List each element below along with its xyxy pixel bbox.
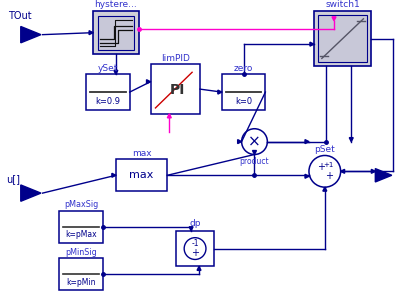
Text: pMaxSig: pMaxSig xyxy=(64,200,98,209)
Polygon shape xyxy=(197,266,201,270)
Text: +: + xyxy=(191,247,199,258)
Polygon shape xyxy=(349,138,353,142)
Polygon shape xyxy=(375,169,392,182)
Circle shape xyxy=(242,129,267,154)
Bar xyxy=(93,11,139,54)
Text: dp: dp xyxy=(189,219,201,228)
Text: pSet: pSet xyxy=(314,145,335,154)
Text: zero: zero xyxy=(234,64,253,73)
Polygon shape xyxy=(310,42,314,46)
Polygon shape xyxy=(305,140,309,144)
Polygon shape xyxy=(21,185,41,201)
Text: limPID: limPID xyxy=(161,54,190,63)
Polygon shape xyxy=(332,17,336,21)
Circle shape xyxy=(309,155,341,187)
Polygon shape xyxy=(147,80,151,84)
Text: hystere...: hystere... xyxy=(95,0,137,10)
Text: pMinSig: pMinSig xyxy=(65,248,97,257)
Text: +: + xyxy=(325,171,333,181)
Polygon shape xyxy=(21,26,41,43)
Text: -1: -1 xyxy=(191,239,199,248)
Polygon shape xyxy=(218,90,222,94)
Polygon shape xyxy=(323,187,327,191)
Text: ×: × xyxy=(248,134,261,149)
Bar xyxy=(86,74,130,110)
Polygon shape xyxy=(371,169,375,173)
Polygon shape xyxy=(167,114,171,118)
Bar xyxy=(176,231,214,266)
Text: k=pMin: k=pMin xyxy=(66,278,96,287)
Polygon shape xyxy=(189,227,193,231)
Bar xyxy=(59,258,103,290)
Text: max: max xyxy=(132,149,152,158)
Polygon shape xyxy=(238,140,242,144)
Text: PI: PI xyxy=(170,83,185,97)
Text: max: max xyxy=(129,170,154,180)
Bar xyxy=(59,211,103,243)
Text: +1: +1 xyxy=(324,162,334,168)
Text: u[]: u[] xyxy=(6,174,20,184)
Text: switch1: switch1 xyxy=(325,0,360,10)
Bar xyxy=(116,159,167,191)
Polygon shape xyxy=(89,31,93,35)
Circle shape xyxy=(184,238,206,259)
Text: product: product xyxy=(240,157,269,166)
Bar xyxy=(314,11,371,66)
Polygon shape xyxy=(114,70,118,74)
Polygon shape xyxy=(341,169,345,173)
Polygon shape xyxy=(305,174,309,178)
Text: k=0: k=0 xyxy=(235,98,252,107)
Bar xyxy=(98,16,134,49)
Text: TOut: TOut xyxy=(8,11,32,21)
Polygon shape xyxy=(252,150,257,154)
Bar xyxy=(151,64,200,114)
Bar xyxy=(222,74,265,110)
Text: k=pMax: k=pMax xyxy=(65,230,97,239)
Polygon shape xyxy=(112,173,116,177)
Bar xyxy=(318,15,367,62)
Text: +: + xyxy=(317,162,325,172)
Text: ySet: ySet xyxy=(98,64,118,73)
Text: k=0.9: k=0.9 xyxy=(95,98,120,107)
